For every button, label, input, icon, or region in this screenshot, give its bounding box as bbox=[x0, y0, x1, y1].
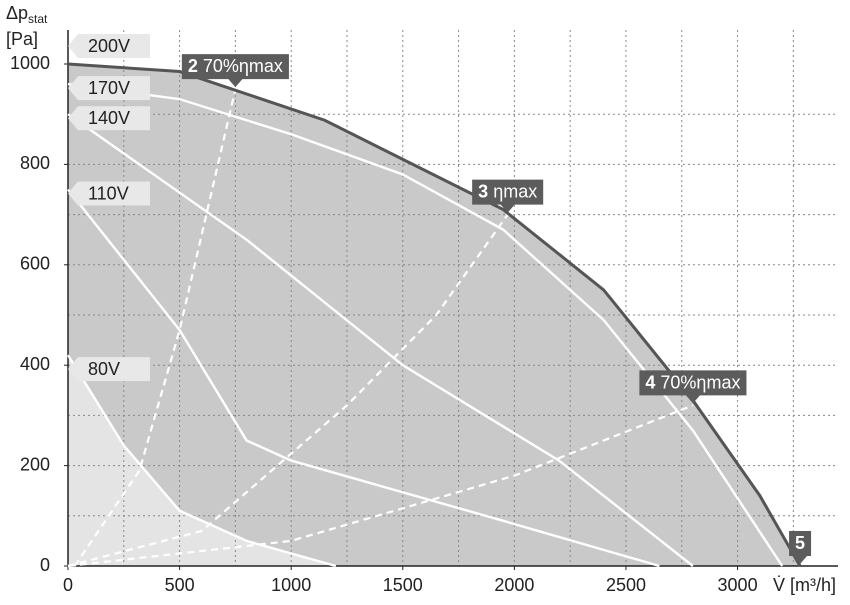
efficiency-annotation: 3 ηmax bbox=[472, 179, 544, 213]
annotation-text: ηmax bbox=[493, 181, 537, 201]
annotation-number: 5 bbox=[795, 533, 805, 553]
fan-curve bbox=[67, 113, 694, 567]
y-tick-label: 400 bbox=[20, 354, 50, 374]
y-label-sub: stat bbox=[28, 12, 48, 26]
annotation-text: 70%ηmax bbox=[203, 56, 283, 76]
legend-label: 200V bbox=[88, 36, 130, 56]
x-tick-label: 500 bbox=[165, 575, 195, 595]
annotation-label: 2 70%ηmax bbox=[188, 56, 283, 76]
legend-label: 80V bbox=[88, 359, 120, 379]
x-tick-label: 0 bbox=[63, 575, 73, 595]
voltage-tab bbox=[68, 181, 150, 206]
fan-curve bbox=[67, 188, 660, 568]
y-tick-label: 800 bbox=[20, 153, 50, 173]
y-tick-label: 1000 bbox=[10, 53, 50, 73]
annotation-tab bbox=[181, 54, 289, 88]
efficiency-annotation: 2 70%ηmax bbox=[181, 54, 289, 88]
annotation-label: 4 70%ηmax bbox=[645, 372, 740, 392]
y-axis-unit: [Pa] bbox=[6, 29, 38, 49]
legend-label: 170V bbox=[88, 78, 130, 98]
x-tick-label: 3000 bbox=[718, 575, 758, 595]
x-tick-label: 2500 bbox=[606, 575, 646, 595]
efficiency-line bbox=[67, 404, 694, 568]
y-tick-label: 600 bbox=[20, 254, 50, 274]
annotation-number: 4 bbox=[645, 372, 655, 392]
annotation-number: 3 bbox=[478, 181, 488, 201]
fan-curve bbox=[66, 354, 337, 568]
y-label-main: Δp bbox=[6, 3, 28, 23]
efficiency-line bbox=[73, 88, 237, 567]
legend-label: 110V bbox=[88, 183, 129, 203]
annotation-number: 2 bbox=[188, 56, 198, 76]
fan-curve bbox=[67, 62, 802, 567]
annotation-text: 70%ηmax bbox=[660, 372, 740, 392]
fan-curve bbox=[67, 82, 784, 567]
y-tick-label: 200 bbox=[20, 454, 50, 474]
voltage-tab bbox=[68, 357, 150, 382]
annotation-label: 3 ηmax bbox=[478, 181, 537, 201]
annotation-label: 5 bbox=[795, 533, 805, 553]
y-axis-label: Δpstat bbox=[6, 3, 48, 26]
annotation-tab bbox=[639, 370, 747, 404]
annotation-tab bbox=[472, 179, 544, 213]
x-tick-label: 2000 bbox=[494, 575, 534, 595]
y-tick-label: 0 bbox=[40, 555, 50, 575]
efficiency-line bbox=[67, 213, 509, 568]
annotation-tab bbox=[789, 531, 812, 564]
x-tick-label: 1500 bbox=[383, 575, 423, 595]
end-annotation: 5 bbox=[789, 531, 812, 564]
voltage-tab bbox=[68, 76, 150, 101]
voltage-tab bbox=[68, 34, 150, 58]
x-axis-label: V̇ [m³/h] bbox=[773, 575, 836, 595]
efficiency-annotation: 4 70%ηmax bbox=[639, 370, 747, 404]
voltage-tab bbox=[68, 106, 150, 131]
x-tick-label: 1000 bbox=[271, 575, 311, 595]
legend-label: 140V bbox=[88, 108, 130, 128]
plot-layer bbox=[67, 30, 838, 567]
low-area bbox=[68, 355, 336, 566]
